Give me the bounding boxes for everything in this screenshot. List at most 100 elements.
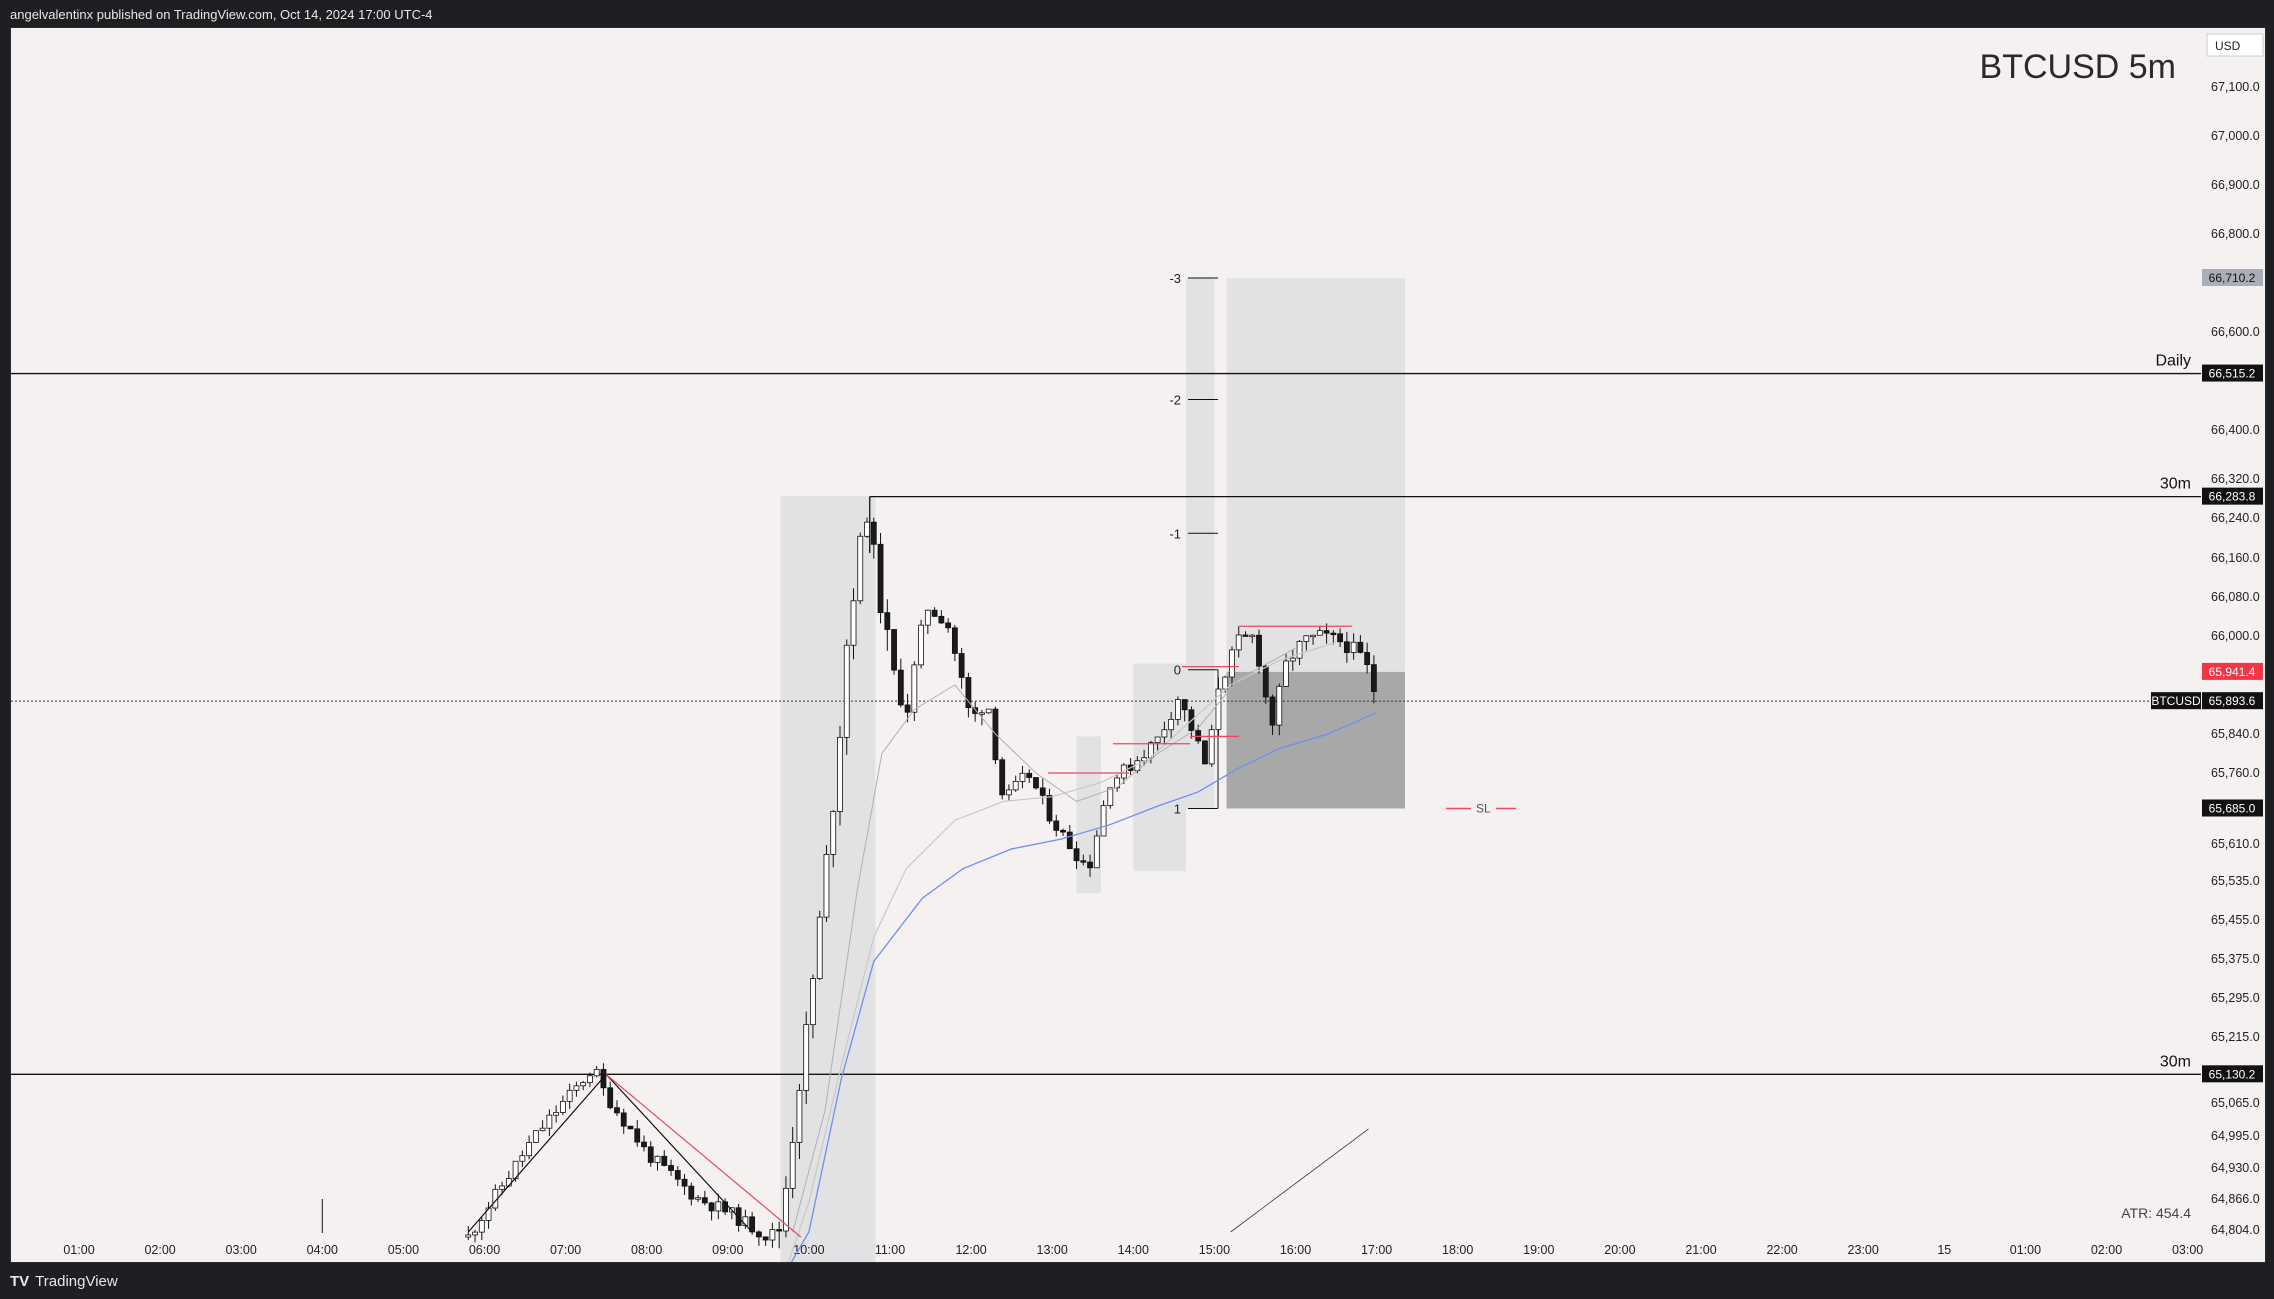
candle-body — [958, 653, 965, 678]
price-tag: 66,710.2 — [2209, 271, 2256, 285]
x-tick-label: 09:00 — [712, 1243, 743, 1257]
candle-body — [566, 1089, 573, 1102]
tradingview-logo[interactable]: TV TradingView — [10, 1273, 118, 1290]
y-tick-label: 67,000.0 — [2211, 129, 2260, 143]
candle-body — [769, 1229, 776, 1241]
projection-line — [1230, 1128, 1369, 1233]
symbol-tag: BTCUSD — [2151, 694, 2201, 708]
price-chart[interactable]: 67,100.0 67,000.0 66,900.0 66,800.0 66,600.0… — [11, 28, 2265, 1262]
candle-body — [803, 1024, 810, 1091]
candle-body — [1242, 634, 1249, 637]
candle-body — [593, 1069, 600, 1077]
atr-label: ATR: 454.4 — [2121, 1205, 2191, 1221]
candle-body — [573, 1085, 580, 1091]
candle-body — [701, 1197, 708, 1204]
candle-body — [979, 712, 985, 715]
candle-body — [1060, 829, 1066, 833]
x-tick-label: 20:00 — [1604, 1243, 1635, 1257]
candle-body — [857, 535, 864, 602]
chart-title: BTCUSD 5m — [1980, 48, 2176, 86]
fib-label: 0 — [1174, 663, 1181, 678]
candle-body — [1222, 676, 1229, 690]
candle-body — [559, 1100, 566, 1113]
candle-body — [708, 1202, 715, 1212]
y-tick-label: 65,760.0 — [2211, 766, 2260, 780]
candle-body — [843, 644, 850, 738]
candle-body — [1330, 632, 1337, 636]
price-tag-bg — [2202, 364, 2263, 382]
candle-body — [1026, 772, 1033, 778]
candle-body — [478, 1220, 485, 1233]
candle-body — [951, 627, 958, 654]
zone-box — [1076, 736, 1101, 894]
candle-body — [965, 677, 972, 709]
publish-header: angelvalentinx published on TradingView.… — [0, 0, 2274, 28]
currency-label: USD — [2215, 39, 2241, 53]
candle-body — [607, 1087, 614, 1109]
candle-body — [1262, 665, 1269, 698]
x-tick-label: 03:00 — [2172, 1243, 2203, 1257]
candle-body — [911, 664, 918, 713]
candle-body — [999, 759, 1006, 796]
candle-body — [931, 609, 938, 617]
x-tick-label: 03:00 — [226, 1243, 257, 1257]
x-tick-label: 18:00 — [1442, 1243, 1473, 1257]
x-tick-label: 13:00 — [1037, 1243, 1068, 1257]
x-tick-label: 06:00 — [469, 1243, 500, 1257]
candle-body — [695, 1197, 701, 1200]
candle-body — [904, 704, 911, 713]
x-tick-label: 12:00 — [955, 1243, 986, 1257]
fib-label: -2 — [1169, 393, 1181, 408]
candle-body — [1337, 633, 1344, 643]
level-label: Daily — [2155, 353, 2191, 370]
candle-body — [553, 1112, 560, 1116]
current-price-tag: 65,893.6 — [2209, 694, 2256, 708]
x-tick-label: 08:00 — [631, 1243, 662, 1257]
price-tag-bg — [2202, 662, 2263, 680]
x-tick-label: 23:00 — [1848, 1243, 1879, 1257]
candle-body — [715, 1201, 722, 1212]
currency-box[interactable] — [2206, 33, 2264, 57]
candle-body — [1208, 729, 1215, 765]
level-label: 30m — [2160, 476, 2191, 493]
candle-body — [1249, 634, 1256, 638]
candle-body — [1168, 718, 1175, 731]
candle-body — [783, 1187, 789, 1232]
candle-body — [1087, 861, 1093, 869]
y-tick-label: 66,400.0 — [2211, 423, 2260, 437]
fib-label: 1 — [1174, 802, 1181, 817]
candle-body — [499, 1185, 505, 1190]
candle-body — [485, 1207, 492, 1221]
candle-body — [1046, 795, 1053, 822]
x-tick-label: 15 — [1937, 1243, 1951, 1257]
candle-body — [1073, 848, 1080, 862]
x-tick-label: 17:00 — [1361, 1243, 1392, 1257]
zone-box — [1226, 278, 1405, 672]
candle-body — [985, 708, 992, 714]
candle-body — [1316, 630, 1323, 636]
candle-body — [1181, 699, 1188, 711]
candle-body — [884, 612, 891, 630]
candle-body — [546, 1114, 553, 1129]
y-tick-label: 65,375.0 — [2211, 952, 2260, 966]
price-tag-bg — [2202, 269, 2263, 287]
candle-body — [972, 707, 979, 714]
chart-frame[interactable]: 67,100.0 67,000.0 66,900.0 66,800.0 66,600.0… — [10, 27, 2266, 1263]
level-price-tag: 66,515.2 — [2209, 367, 2256, 381]
candle-body — [661, 1155, 668, 1166]
candle-body — [1370, 664, 1377, 692]
y-tick-label: 64,866.0 — [2211, 1192, 2260, 1206]
candle-body — [776, 1229, 783, 1232]
candle-body — [796, 1089, 803, 1143]
candle-body — [681, 1178, 688, 1187]
y-tick-label: 66,900.0 — [2211, 178, 2260, 192]
price-tag-bg — [2202, 799, 2263, 817]
candle-body — [810, 978, 816, 1026]
y-tick-label: 64,930.0 — [2211, 1161, 2260, 1175]
candle-body — [654, 1155, 661, 1163]
stop-loss-zone — [1226, 671, 1405, 809]
y-tick-label: 64,804.0 — [2211, 1223, 2260, 1237]
candle-body — [587, 1075, 593, 1084]
candle-body — [1323, 630, 1330, 634]
candle-body — [918, 624, 924, 666]
